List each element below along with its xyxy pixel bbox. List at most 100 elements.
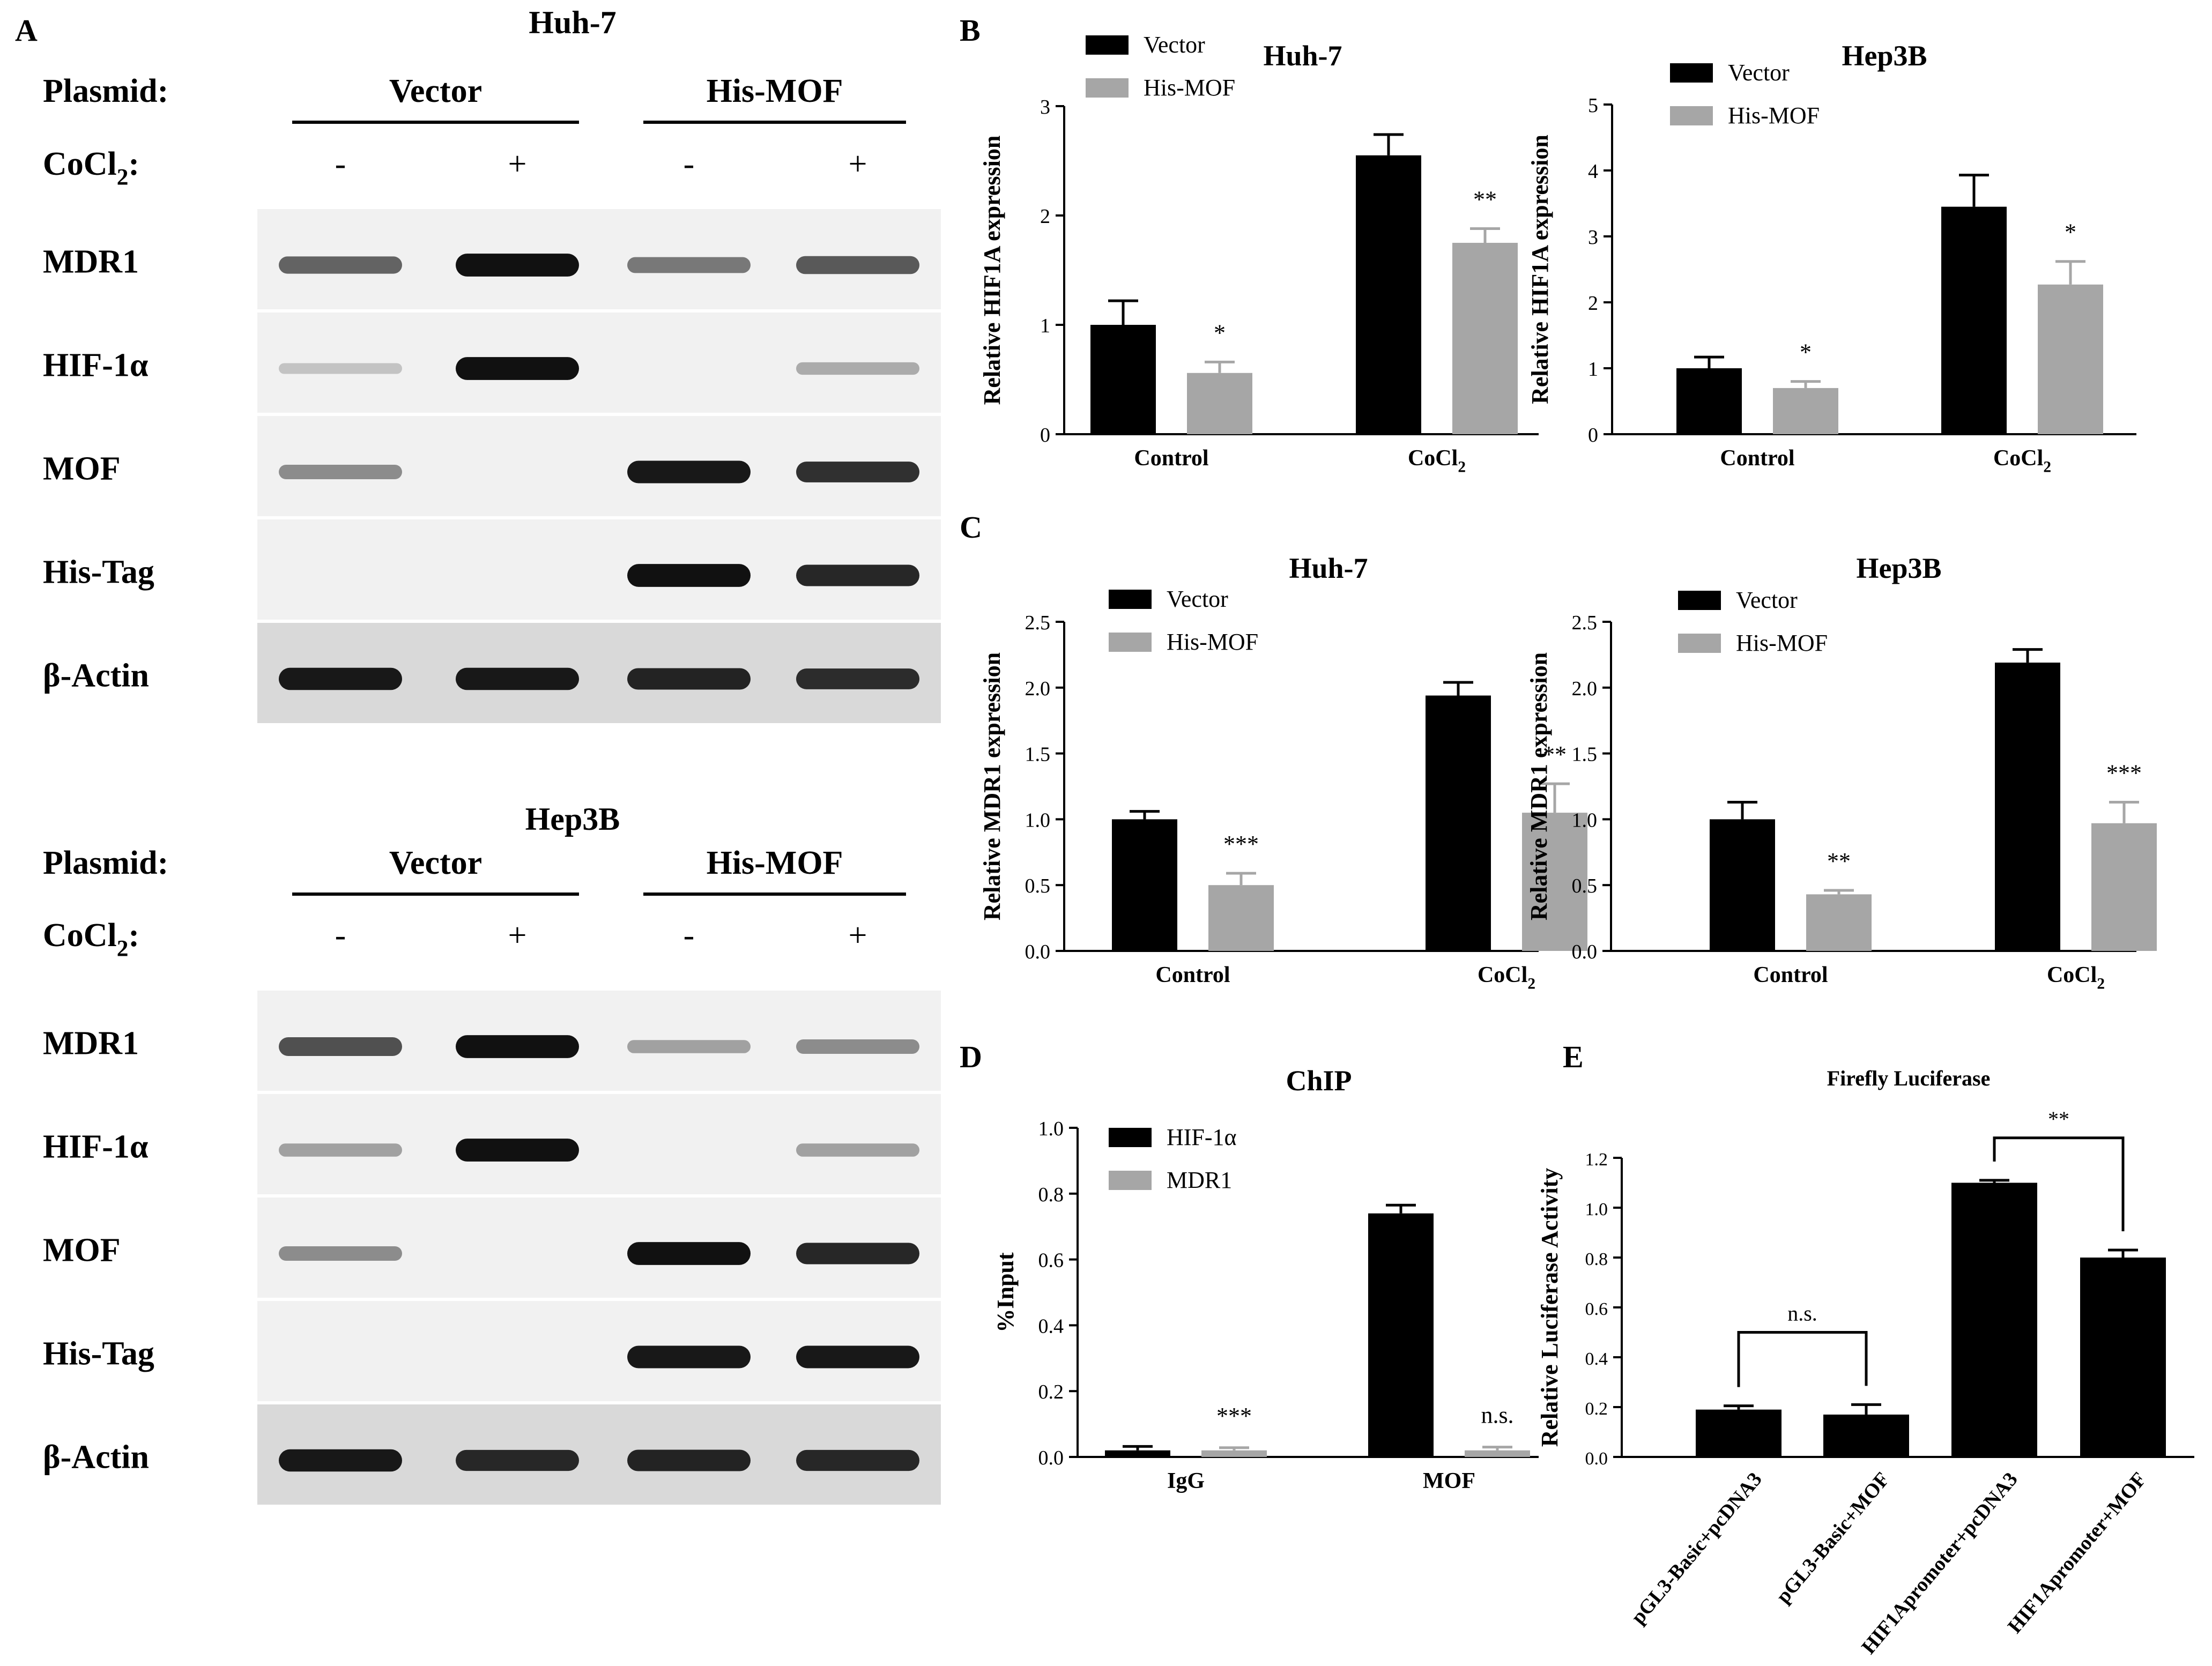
y-axis-label: Relative HIF1A expression: [1527, 135, 1553, 404]
band: [796, 1449, 919, 1471]
legend-label: His-MOF: [1167, 629, 1258, 655]
chart-title: Huh-7: [1263, 40, 1342, 72]
band: [279, 667, 402, 690]
panel-letter-d: D: [960, 1039, 982, 1074]
bar: [1951, 1182, 2037, 1457]
y-tick-label: 2: [1588, 292, 1598, 315]
band: [796, 1345, 919, 1368]
x-category-label: MOF: [1423, 1469, 1475, 1493]
significance-mark: ***: [1216, 1403, 1252, 1429]
y-tick-label: 0.8: [1038, 1184, 1064, 1206]
y-tick-label: 0.0: [1572, 941, 1598, 963]
cocl2-label: CoCl2:: [43, 146, 139, 190]
band: [627, 564, 751, 587]
y-axis-label: Relative HIF1A expression: [979, 136, 1005, 405]
band: [796, 462, 919, 482]
band: [456, 357, 579, 380]
significance-mark: ***: [2106, 760, 2142, 786]
blot-strip: [257, 313, 941, 413]
legend-swatch: [1670, 106, 1713, 125]
y-tick-label: 3: [1588, 226, 1598, 249]
y-axis-label: Relative MDR1 expression: [1526, 652, 1552, 920]
comparison-label: **: [2048, 1107, 2069, 1131]
chart-title: Hep3B: [1856, 552, 1941, 584]
cocl2-label-sub: 2: [117, 165, 129, 190]
y-tick-label: 1.2: [1585, 1150, 1608, 1170]
y-tick-label: 2.5: [1025, 612, 1051, 634]
bar: [1112, 819, 1177, 951]
bar: [1995, 663, 2060, 951]
treatment-sign: -: [335, 146, 346, 182]
significance-mark: *: [1800, 339, 1812, 366]
band: [279, 1037, 402, 1056]
x-category-label-sub: 2: [1527, 976, 1535, 993]
row-label: MOF: [43, 451, 121, 487]
y-tick-label: 3: [1040, 96, 1050, 118]
bar: [1710, 819, 1775, 951]
x-category-label: CoCl2: [1408, 446, 1466, 476]
bar: [2080, 1258, 2166, 1457]
row-label: His-Tag: [43, 554, 154, 591]
y-tick-label: 0.4: [1585, 1349, 1608, 1369]
plasmid-label: Plasmid:: [43, 73, 168, 109]
bar: [1356, 155, 1421, 434]
group-label: His-MOF: [707, 73, 843, 109]
y-tick-label: 1: [1040, 315, 1050, 337]
chart-e-5: E Firefly Luciferase 0.0 0.2 0.4 0.6 0.8 1.0 1.2…: [1536, 1039, 2194, 1658]
significance-mark: ***: [1223, 831, 1259, 857]
x-category-label-sub: 2: [1458, 459, 1466, 476]
bar: [1823, 1414, 1909, 1457]
band: [627, 1449, 751, 1471]
row-label: β-Actin: [43, 1439, 149, 1476]
panel-letter-a: A: [15, 13, 38, 48]
blot-huh7: Huh-7 Plasmid: Vector His-MOF CoCl2: - + - + MDR1…: [43, 5, 941, 723]
legend-label: His-MOF: [1736, 630, 1828, 656]
chart-title: Hep3B: [1842, 40, 1927, 72]
cocl2-label-main: CoCl: [43, 917, 117, 954]
legend-swatch: [1109, 590, 1152, 609]
x-category-label: HIF1Apromoter+MOF: [2003, 1468, 2151, 1638]
y-tick-label: 1.0: [1585, 1200, 1608, 1219]
bar: [1368, 1213, 1434, 1457]
treatment-sign: +: [508, 917, 527, 954]
band: [796, 1243, 919, 1265]
significance-mark: n.s.: [1481, 1402, 1513, 1429]
y-tick-label: 0.2: [1038, 1381, 1064, 1403]
y-tick-label: 1.0: [1025, 809, 1051, 831]
y-tick-label: 2.5: [1572, 612, 1598, 634]
treatment-sign: +: [508, 146, 527, 182]
x-category-label: CoCl2: [2047, 963, 2105, 993]
band: [279, 464, 402, 480]
legend-swatch: [1109, 1171, 1152, 1190]
panel-letter-e: E: [1563, 1039, 1584, 1074]
bar: [1201, 1450, 1267, 1457]
y-tick-label: 2.0: [1572, 678, 1598, 700]
bar: [1696, 1409, 1782, 1457]
band: [279, 1449, 402, 1472]
row-label: His-Tag: [43, 1336, 154, 1372]
band: [796, 1143, 919, 1157]
comparison-label: n.s.: [1787, 1301, 1817, 1326]
legend-swatch: [1109, 633, 1152, 652]
x-category-label-main: CoCl: [1408, 446, 1458, 471]
x-category-label-main: CoCl: [1993, 446, 2043, 471]
bar: [1426, 695, 1491, 951]
legend-swatch: [1109, 1128, 1152, 1147]
band: [796, 668, 919, 689]
row-label: MDR1: [43, 244, 139, 280]
significance-mark: *: [1214, 319, 1226, 346]
y-tick-label: 2.0: [1025, 678, 1051, 700]
x-category-label: Control: [1155, 963, 1230, 987]
cocl2-label-main: CoCl: [43, 146, 117, 182]
x-category-label-main: CoCl: [1478, 963, 1527, 987]
y-tick-label: 0.4: [1038, 1315, 1064, 1337]
bar: [1452, 243, 1518, 434]
band: [279, 1246, 402, 1261]
band: [627, 668, 751, 690]
band: [279, 1143, 402, 1157]
legend-label: Vector: [1167, 586, 1228, 612]
x-category-label: Control: [1720, 446, 1794, 471]
